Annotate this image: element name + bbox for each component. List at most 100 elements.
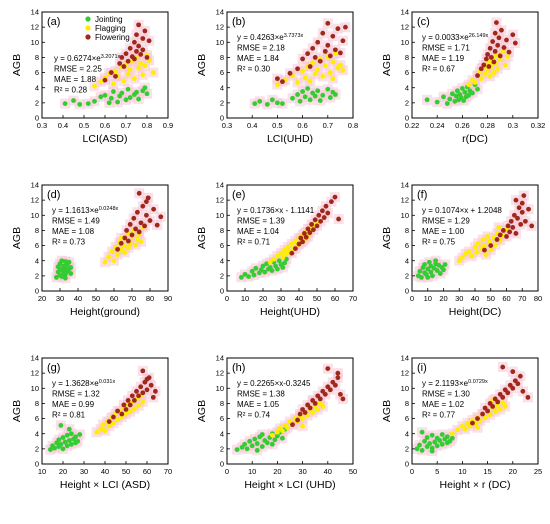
- data-point-flagging: [482, 71, 488, 77]
- data-point-flowering: [146, 38, 152, 44]
- y-tick-label: 4: [35, 83, 39, 92]
- data-point-jointing: [115, 99, 120, 105]
- data-point-flowering: [488, 243, 494, 248]
- data-point-flowering: [332, 194, 338, 200]
- x-tick-label: 60: [331, 294, 339, 303]
- data-point-flowering: [510, 225, 516, 230]
- data-point-flagging: [300, 68, 305, 74]
- data-point-jointing: [275, 433, 280, 439]
- data-point-flowering: [129, 393, 135, 399]
- data-point-jointing: [447, 96, 453, 102]
- data-point-flagging: [302, 75, 308, 81]
- data-point-flowering: [486, 64, 492, 69]
- data-point-jointing: [251, 272, 257, 278]
- data-point-jointing: [136, 96, 142, 102]
- data-point-jointing: [449, 91, 455, 97]
- data-point-flowering: [321, 215, 327, 220]
- data-point-flagging: [289, 241, 295, 247]
- stats-line: R² = 0.81: [52, 411, 86, 420]
- y-axis-label: AGB: [381, 54, 393, 76]
- x-tick-label: 5: [435, 467, 439, 476]
- data-point-flowering: [500, 364, 506, 370]
- x-tick-label: 20: [59, 467, 67, 476]
- data-point-flowering: [485, 408, 490, 414]
- data-point-flagging: [113, 68, 118, 74]
- y-tick-label: 0: [35, 287, 39, 296]
- data-point-jointing: [98, 94, 104, 100]
- data-point-flagging: [505, 54, 511, 60]
- data-point-flagging: [491, 70, 497, 75]
- data-point-jointing: [68, 271, 74, 276]
- data-point-flowering: [115, 408, 120, 414]
- data-point-flowering: [300, 56, 305, 62]
- data-point-jointing: [475, 86, 480, 92]
- data-point-flagging: [485, 234, 490, 239]
- data-point-flowering: [480, 411, 485, 417]
- x-tick-label: 20: [439, 294, 447, 303]
- y-tick-label: 10: [31, 211, 39, 220]
- data-point-flagging: [125, 71, 131, 77]
- x-tick-label: 0.32: [531, 121, 546, 130]
- data-point-flagging: [133, 242, 139, 248]
- data-point-flagging: [466, 249, 472, 255]
- data-point-flowering: [491, 59, 497, 65]
- data-point-jointing: [57, 266, 63, 272]
- data-point-flagging: [140, 72, 146, 78]
- x-tick-label: 0: [225, 294, 229, 303]
- stats-line: MAE = 1.05: [237, 400, 280, 409]
- data-point-flagging: [320, 73, 326, 79]
- data-point-jointing: [111, 89, 116, 94]
- data-point-flagging: [300, 423, 305, 429]
- data-point-flagging: [269, 432, 275, 438]
- data-point-jointing: [275, 266, 280, 272]
- x-tick-label: 0.5: [79, 121, 89, 130]
- data-point-flagging: [106, 423, 112, 429]
- chart-panel-c: 0.22 0.24 0.26 0.28 0.3 0.32 0 2 4 6 8 10 12 14 r(DC) A…: [381, 8, 545, 145]
- data-point-flowering: [289, 250, 295, 256]
- y-tick-label: 6: [220, 241, 224, 250]
- data-point-flowering: [519, 200, 525, 206]
- data-point-jointing: [69, 441, 74, 447]
- data-point-flagging: [138, 239, 144, 245]
- data-point-jointing: [282, 260, 287, 266]
- data-point-jointing: [62, 439, 68, 445]
- data-point-jointing: [460, 86, 465, 91]
- y-tick-label: 8: [35, 399, 39, 408]
- stats-line: RMSE = 1.39: [237, 217, 285, 226]
- data-point-flagging: [340, 67, 346, 73]
- y-tick-label: 4: [35, 429, 39, 438]
- data-point-flowering: [134, 32, 139, 38]
- y-tick-label: 8: [405, 226, 409, 235]
- stats-line: R² = 0.74: [237, 411, 271, 420]
- legend-marker-flagging: [85, 25, 91, 31]
- data-point-flowering: [305, 226, 311, 232]
- x-axis-label: LCI(UHD): [267, 133, 313, 145]
- data-point-jointing: [69, 431, 74, 437]
- data-point-flagging: [102, 428, 108, 434]
- x-tick-label: 0.26: [455, 121, 470, 130]
- y-tick-label: 2: [35, 98, 39, 107]
- data-point-flagging: [118, 235, 124, 241]
- data-point-flowering: [290, 422, 295, 428]
- data-point-jointing: [142, 85, 148, 91]
- y-tick-label: 12: [401, 23, 409, 32]
- data-point-flagging: [106, 254, 111, 260]
- data-point-jointing: [428, 269, 434, 275]
- data-point-flagging: [493, 242, 498, 248]
- data-point-jointing: [419, 274, 424, 280]
- data-point-flowering: [280, 79, 285, 85]
- y-tick-label: 6: [405, 241, 409, 250]
- data-point-jointing: [434, 443, 440, 449]
- data-point-flagging: [140, 399, 146, 405]
- x-tick-label: 10: [424, 294, 432, 303]
- data-point-flowering: [504, 37, 509, 43]
- chart-panel-e: 0 10 20 30 40 50 60 70 0 2 4 6 8 10 12 14 Height(UHD) AGB…: [196, 181, 357, 318]
- data-point-flowering: [483, 56, 489, 62]
- data-point-flowering: [142, 223, 148, 229]
- data-point-jointing: [297, 98, 303, 104]
- legend-marker-flowering: [85, 34, 91, 40]
- data-point-jointing: [262, 269, 268, 275]
- legend-label-jointing: Jointing: [95, 15, 123, 24]
- data-point-jointing: [253, 265, 259, 271]
- data-point-jointing: [92, 98, 97, 104]
